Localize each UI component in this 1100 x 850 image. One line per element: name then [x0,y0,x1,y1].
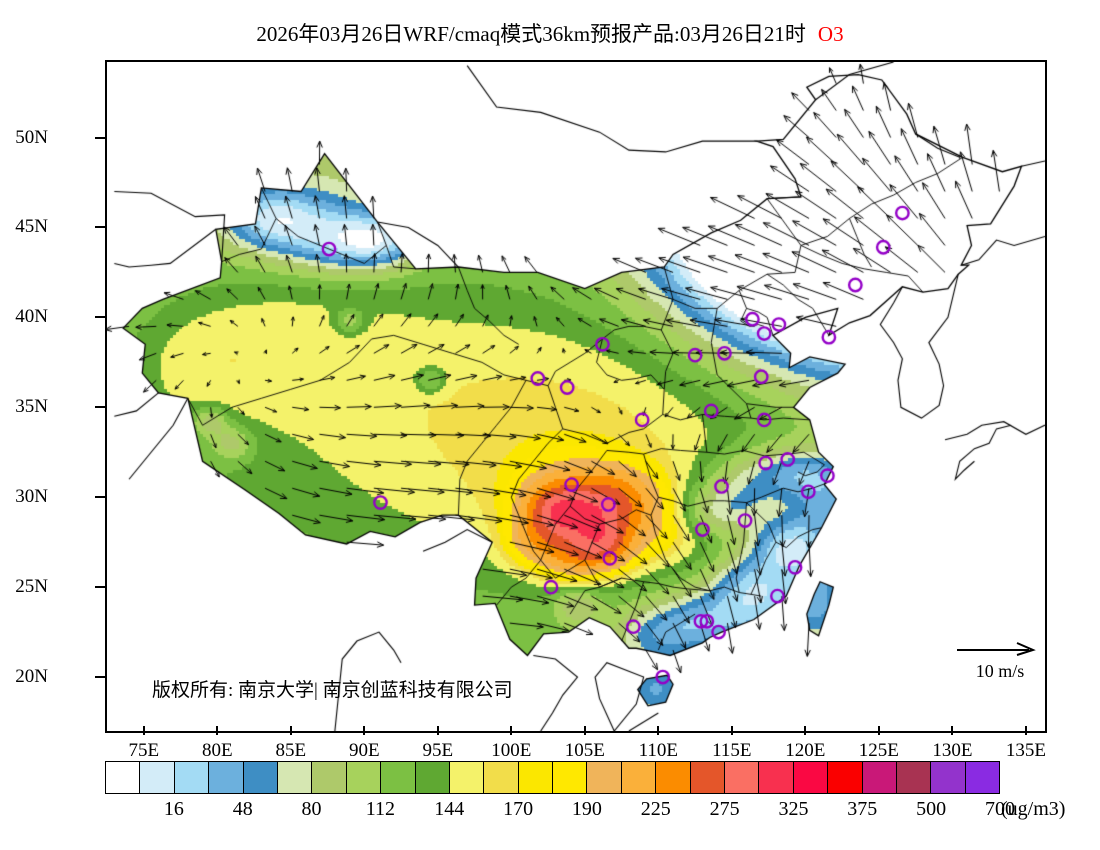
wind-scale-legend: 10 m/s [955,640,1045,682]
x-axis-tick-mark [1024,726,1027,735]
x-axis-tick-label: 80E [201,740,233,761]
x-axis-tick-mark [216,726,219,735]
colorbar-swatch[interactable] [793,762,829,793]
x-axis-tick-mark [583,726,586,735]
x-axis-tick-mark [289,726,292,735]
x-axis-tick-label: 105E [564,740,605,761]
y-axis-tick-label: 25N [15,576,48,598]
x-axis-tick-label: 120E [785,740,826,761]
y-axis-tick-mark [95,316,105,319]
colorbar-tick-label: 275 [709,798,740,820]
copyright-notice: 版权所有: 南京大学| 南京创蓝科技有限公司 [152,680,513,701]
colorbar-swatch[interactable] [243,762,278,793]
y-axis-tick-mark [95,406,105,409]
colorbar[interactable] [105,761,1000,794]
colorbar-swatch[interactable] [449,762,485,793]
y-axis-tick-mark [95,226,105,229]
y-axis-tick-mark [95,676,105,679]
colorbar-tick-label: 375 [847,798,878,820]
map-plot-area[interactable] [105,60,1047,733]
colorbar-tick-label: 190 [571,798,602,820]
colorbar-swatch[interactable] [140,762,175,793]
colorbar-swatch[interactable] [862,762,897,793]
colorbar-swatch[interactable] [484,762,519,793]
title-species-label: O3 [817,22,844,46]
colorbar-swatch[interactable] [725,762,760,793]
y-axis-tick-label: 40N [15,306,48,328]
colorbar-swatch[interactable] [587,762,622,793]
colorbar-swatch[interactable] [312,762,347,793]
colorbar-swatch[interactable] [277,762,313,793]
x-axis-tick-mark [363,726,366,735]
x-axis-tick-mark [730,726,733,735]
colorbar-tick-label: 170 [503,798,534,820]
colorbar-tick-label: 325 [778,798,809,820]
colorbar-tick-label: 112 [365,798,396,820]
colorbar-tick-label: 225 [640,798,671,820]
colorbar-swatch[interactable] [931,762,966,793]
y-axis-tick-label: 35N [15,396,48,418]
y-axis-tick-mark [95,586,105,589]
colorbar-unit-label: (ug/m3) [1001,798,1066,820]
colorbar-tick-label: 700 [985,798,1015,820]
colorbar-swatch[interactable] [174,762,210,793]
y-axis-tick-label: 45N [15,216,48,238]
y-axis-tick-label: 50N [15,126,48,148]
colorbar-swatch[interactable] [690,762,726,793]
colorbar-swatch[interactable] [759,762,794,793]
title-text: 2026年03月26日WRF/cmaq模式36km预报产品:03月26日21时 [256,22,806,46]
colorbar-swatch[interactable] [209,762,244,793]
x-axis-tick-mark [804,726,807,735]
colorbar-swatch[interactable] [518,762,554,793]
colorbar-swatch[interactable] [106,762,141,793]
x-axis-tick-label: 130E [932,740,973,761]
colorbar-swatch[interactable] [346,762,382,793]
colorbar-swatch[interactable] [381,762,416,793]
colorbar-tick-label: 48 [232,798,253,820]
x-axis-tick-mark [657,726,660,735]
colorbar-swatch[interactable] [621,762,657,793]
x-axis-tick-label: 75E [128,740,160,761]
right-arrow-icon [957,642,1036,656]
colorbar-tick-label: 144 [434,798,465,820]
x-axis-tick-label: 90E [348,740,380,761]
x-axis-tick-label: 100E [491,740,532,761]
o3-concentration-map [107,62,1045,731]
colorbar-swatch[interactable] [415,762,450,793]
colorbar-swatch[interactable] [896,762,932,793]
x-axis-tick-mark [510,726,513,735]
x-axis-tick-mark [142,726,145,735]
y-axis-tick-mark [95,496,105,499]
colorbar-swatch[interactable] [656,762,691,793]
colorbar-tick-label: 80 [301,798,322,820]
x-axis-tick-mark [436,726,439,735]
x-axis-tick-label: 110E [638,740,679,761]
x-axis-tick-mark [877,726,880,735]
colorbar-swatch[interactable] [553,762,588,793]
wind-scale-label: 10 m/s [975,661,1025,681]
x-axis-tick-mark [951,726,954,735]
y-axis-tick-mark [95,136,105,139]
y-axis-tick-label: 30N [15,486,48,508]
x-axis-tick-label: 125E [858,740,899,761]
colorbar-swatch[interactable] [965,762,1000,793]
colorbar-tick-label: 16 [163,798,184,820]
page-title: 2026年03月26日WRF/cmaq模式36km预报产品:03月26日21时 O… [0,18,1100,48]
x-axis-tick-label: 135E [1005,740,1046,761]
colorbar-swatch[interactable] [828,762,863,793]
x-axis-tick-label: 85E [275,740,307,761]
x-axis-tick-label: 95E [422,740,454,761]
colorbar-tick-label: 500 [916,798,947,820]
x-axis-tick-label: 115E [712,740,752,761]
y-axis-tick-label: 20N [15,666,48,688]
